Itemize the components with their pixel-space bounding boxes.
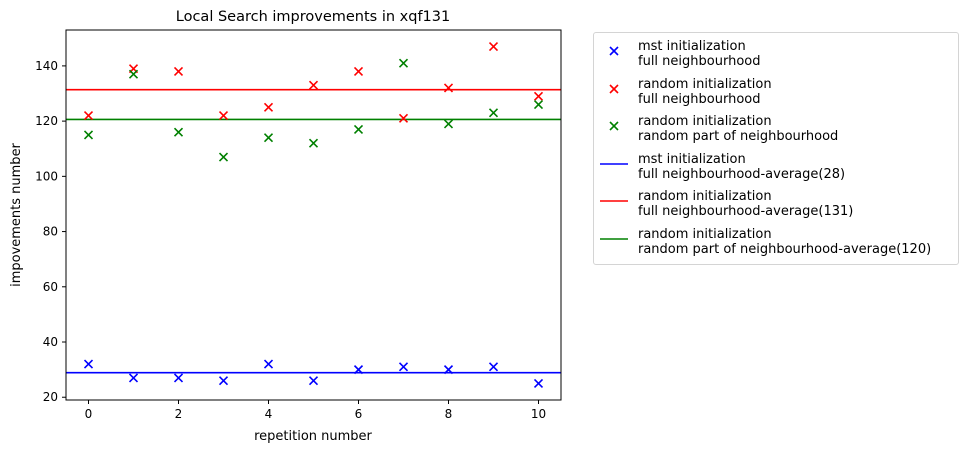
legend-line-marker [600, 200, 628, 202]
legend-label: mst initialization full neighbourhood-av… [638, 151, 846, 182]
legend-x-marker [609, 121, 619, 131]
data-point-s0-8 [443, 365, 454, 375]
y-tick-label: 60 [43, 280, 58, 294]
data-point-s1-2 [173, 66, 184, 76]
data-point-s0-10 [533, 378, 544, 388]
plot-frame [65, 29, 562, 401]
axes: 0 2 4 6 8 10 20 40 60 80 100 120 140 [35, 29, 562, 421]
x-tick-label: 4 [265, 407, 273, 421]
y-axis-label: impovements number [9, 142, 24, 286]
x-tick-label: 8 [445, 407, 453, 421]
data-point-s2-5 [308, 138, 319, 148]
legend-label: random initialization random part of nei… [638, 226, 932, 257]
legend-item-4: random initialization full neighbourhood… [594, 189, 958, 225]
legend-item-1: random initialization full neighbourhood [594, 77, 958, 113]
data-point-s0-2 [173, 373, 184, 383]
data-point-s1-4 [263, 102, 274, 112]
x-tick-label: 2 [175, 407, 183, 421]
legend-label: mst initialization full neighbourhood [638, 39, 761, 69]
legend-line-marker [600, 237, 628, 240]
legend-item-2: random initialization random part of nei… [594, 114, 958, 150]
y-tick-label: 20 [43, 390, 58, 404]
data-point-s0-6 [353, 365, 364, 375]
data-point-s0-5 [308, 376, 319, 386]
data-point-s1-6 [353, 66, 364, 76]
x-tick-label: 10 [531, 407, 546, 421]
data-point-s1-8 [443, 83, 454, 93]
data-point-s1-9 [488, 42, 499, 52]
data-point-s2-6 [353, 124, 364, 134]
data-point-s2-2 [173, 127, 184, 137]
data-point-s1-3 [218, 111, 229, 121]
data-point-s1-7 [398, 113, 409, 123]
data-point-s2-9 [488, 108, 499, 118]
data-point-s2-0 [83, 130, 94, 140]
legend-label: random initialization full neighbourhood… [638, 189, 854, 219]
data-point-s2-7 [398, 58, 409, 68]
legend-label: random initialization full neighbourhood [638, 76, 772, 107]
y-tick-label: 120 [35, 114, 58, 128]
legend-x-marker [609, 46, 619, 56]
legend-line-marker [600, 162, 628, 165]
data-point-s2-8 [443, 119, 454, 129]
data-point-s0-3 [218, 376, 229, 386]
legend: mst initialization full neighbourhood ran… [593, 32, 959, 265]
legend-item-5: random initialization random part of nei… [594, 227, 958, 263]
data-point-s2-3 [218, 152, 229, 162]
data-point-s1-0 [83, 111, 94, 121]
data-point-s0-1 [128, 373, 139, 383]
x-tick-label: 6 [355, 407, 363, 421]
legend-label: random initialization random part of nei… [638, 114, 839, 144]
data-point-s1-5 [308, 80, 319, 90]
data-point-s1-10 [533, 91, 544, 101]
y-tick-label: 140 [35, 59, 58, 73]
y-tick-label: 40 [43, 335, 58, 349]
x-axis-label: repetition number [254, 429, 372, 444]
legend-item-0: mst initialization full neighbourhood [594, 39, 958, 75]
data-point-s2-1 [128, 69, 139, 79]
data-point-s0-7 [398, 362, 409, 372]
legend-x-marker [609, 83, 619, 94]
chart-title: Local Search improvements in xqf131 [176, 9, 450, 25]
y-tick-label: 100 [35, 169, 58, 183]
data-point-s2-4 [263, 133, 274, 143]
x-tick-label: 0 [85, 407, 93, 421]
data-point-s2-10 [533, 99, 544, 110]
y-tick-label: 80 [43, 225, 58, 239]
plot-area [66, 42, 561, 388]
data-point-s0-4 [263, 359, 274, 369]
data-point-s0-0 [83, 359, 94, 369]
data-point-s0-9 [488, 362, 499, 372]
legend-item-3: mst initialization full neighbourhood-av… [594, 152, 958, 188]
